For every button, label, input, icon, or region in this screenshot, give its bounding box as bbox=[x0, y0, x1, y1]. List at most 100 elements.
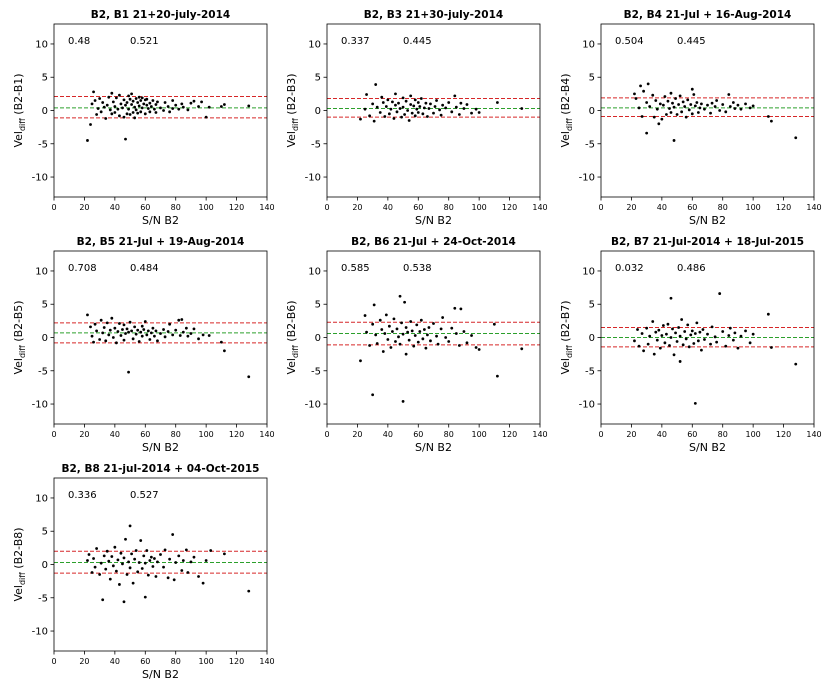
data-point bbox=[125, 112, 129, 116]
data-point bbox=[640, 332, 644, 335]
x-tick-label: 140 bbox=[806, 203, 821, 212]
data-point bbox=[374, 83, 378, 86]
data-point bbox=[421, 112, 425, 116]
x-tick-label: 80 bbox=[171, 657, 181, 666]
data-point bbox=[403, 300, 406, 304]
data-point bbox=[687, 345, 691, 349]
data-point bbox=[690, 112, 694, 116]
data-point bbox=[86, 139, 89, 142]
x-tick-label: 40 bbox=[383, 430, 393, 439]
data-point bbox=[108, 108, 112, 112]
y-tick-label: -5 bbox=[38, 366, 48, 377]
data-point bbox=[177, 554, 181, 558]
data-point bbox=[113, 111, 117, 114]
data-point bbox=[724, 344, 728, 348]
data-point bbox=[454, 105, 458, 109]
data-point bbox=[718, 109, 722, 112]
data-point bbox=[394, 103, 397, 107]
y-tick-label: -5 bbox=[311, 366, 321, 377]
data-point bbox=[447, 101, 451, 104]
x-tick-label: 60 bbox=[140, 203, 150, 212]
data-point bbox=[413, 98, 417, 102]
data-point bbox=[368, 114, 371, 118]
data-point bbox=[114, 569, 118, 573]
data-point bbox=[159, 332, 162, 335]
data-point bbox=[365, 93, 368, 96]
data-point bbox=[128, 524, 132, 528]
x-tick-label: 120 bbox=[502, 430, 517, 439]
data-point bbox=[189, 560, 193, 564]
data-point bbox=[721, 103, 725, 106]
data-point bbox=[87, 553, 91, 556]
x-tick-label: 20 bbox=[626, 430, 636, 439]
data-point bbox=[156, 560, 159, 564]
data-point bbox=[713, 105, 717, 108]
data-point bbox=[184, 326, 188, 330]
data-point bbox=[140, 106, 144, 110]
y-axis-label-pair: (B2-B4) bbox=[559, 73, 572, 118]
data-point bbox=[177, 318, 181, 322]
data-point bbox=[143, 561, 147, 565]
data-point bbox=[136, 328, 140, 332]
data-point bbox=[655, 338, 659, 342]
data-point bbox=[122, 323, 126, 327]
data-point bbox=[453, 94, 457, 98]
data-point bbox=[657, 122, 661, 126]
data-point bbox=[751, 104, 755, 108]
data-point bbox=[139, 330, 143, 334]
data-point bbox=[766, 115, 770, 118]
stat-value-2: 0.445 bbox=[677, 36, 706, 47]
data-point bbox=[418, 330, 422, 333]
data-point bbox=[386, 98, 390, 102]
data-point bbox=[715, 99, 719, 102]
data-point bbox=[124, 537, 127, 541]
data-point bbox=[140, 324, 144, 328]
data-point bbox=[392, 317, 396, 321]
data-point bbox=[207, 105, 211, 109]
x-tick-label: 100 bbox=[472, 430, 487, 439]
data-point bbox=[168, 110, 172, 114]
data-point bbox=[444, 336, 448, 339]
data-point bbox=[371, 102, 375, 106]
data-point bbox=[689, 333, 693, 337]
x-tick-label: 0 bbox=[51, 657, 56, 666]
data-point bbox=[114, 341, 118, 345]
x-tick-label: 60 bbox=[413, 203, 423, 212]
data-point bbox=[401, 105, 405, 109]
data-point bbox=[492, 322, 496, 326]
data-point bbox=[163, 101, 167, 104]
data-point bbox=[122, 115, 126, 119]
data-point bbox=[116, 330, 120, 333]
data-point bbox=[389, 107, 393, 111]
x-tick-label: 0 bbox=[598, 430, 603, 439]
data-point bbox=[107, 333, 111, 337]
data-point bbox=[718, 292, 722, 295]
data-point bbox=[661, 324, 665, 327]
data-point bbox=[145, 103, 149, 107]
data-point bbox=[128, 320, 132, 324]
y-axis-label: Veldiff (B2-B1) bbox=[12, 73, 27, 147]
data-point bbox=[686, 98, 690, 102]
data-point bbox=[459, 307, 463, 311]
y-axis-label-pair: (B2-B5) bbox=[12, 300, 25, 345]
axes-frame bbox=[326, 250, 541, 425]
subplot-title: B2, B4 21-Jul + 16-Aug-2014 bbox=[624, 9, 792, 21]
data-point bbox=[794, 362, 798, 366]
data-point bbox=[130, 552, 133, 556]
data-point bbox=[186, 334, 190, 338]
data-point bbox=[180, 569, 184, 572]
y-axis-label-subscript: diff bbox=[18, 572, 27, 585]
data-point bbox=[133, 557, 137, 561]
data-point bbox=[181, 559, 185, 562]
data-point bbox=[700, 348, 703, 352]
data-point bbox=[93, 99, 97, 102]
data-point bbox=[680, 110, 684, 114]
y-axis-label-pair: (B2-B7) bbox=[559, 300, 572, 345]
data-point bbox=[731, 101, 735, 104]
x-tick-label: 140 bbox=[259, 657, 274, 666]
data-point bbox=[101, 598, 105, 602]
data-point bbox=[422, 106, 426, 110]
data-point bbox=[666, 99, 670, 103]
data-point bbox=[166, 330, 170, 333]
